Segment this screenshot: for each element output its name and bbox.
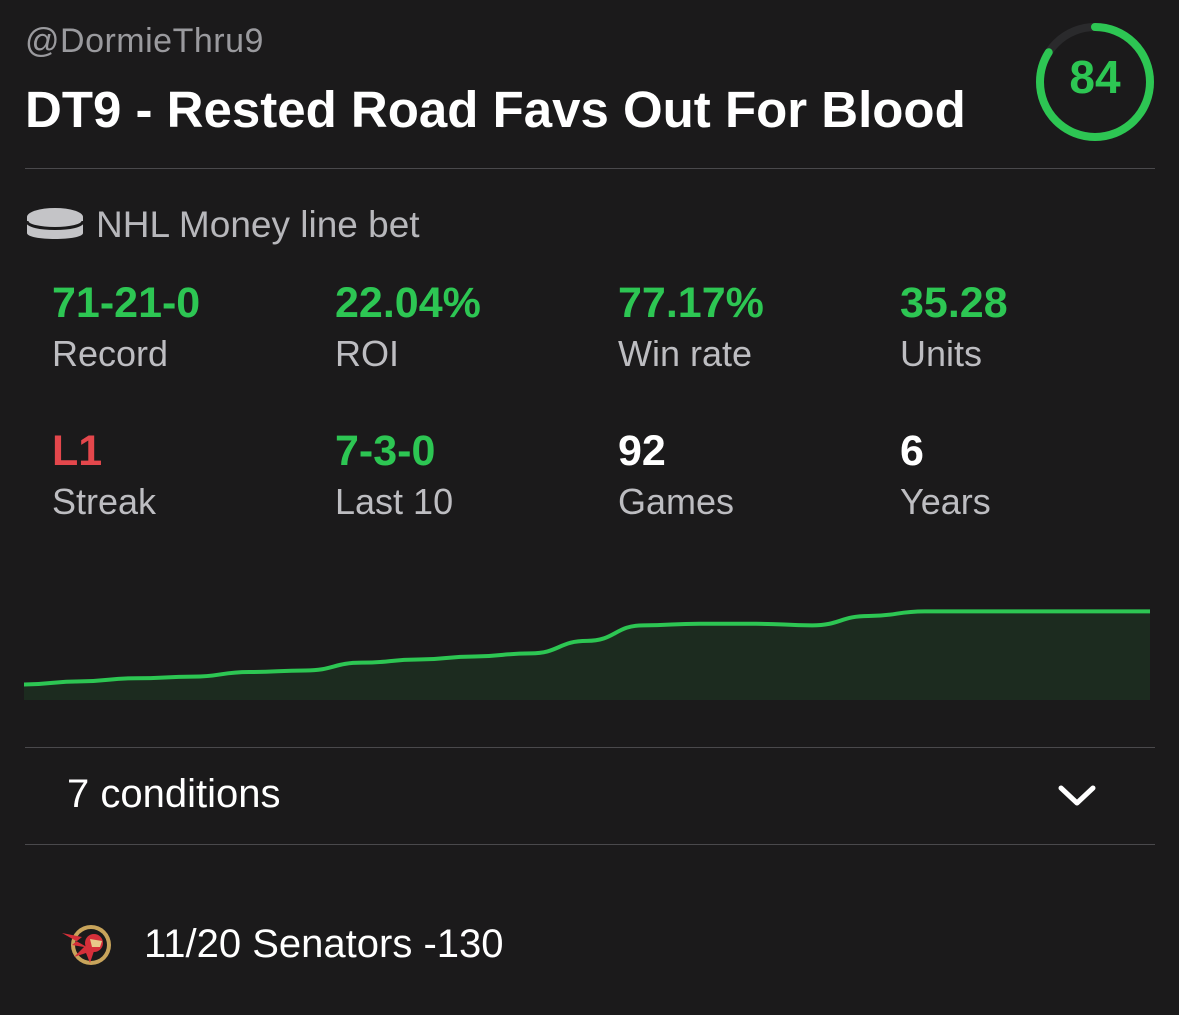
stat-years: 6 Years: [900, 426, 1160, 528]
conditions-label: 7 conditions: [67, 772, 281, 816]
stat-streak-value: L1: [52, 427, 103, 475]
stat-games: 92 Games: [618, 426, 878, 528]
stat-games-value: 92: [618, 427, 666, 475]
stat-roi: 22.04% ROI: [335, 278, 595, 380]
stat-win-rate-label: Win rate: [618, 333, 753, 374]
stat-roi-label: ROI: [335, 333, 400, 374]
score-progress-arc: [1036, 23, 1154, 141]
score-ring-graphic: [1036, 23, 1154, 141]
conditions-divider: [25, 844, 1155, 845]
stat-record-label: Record: [52, 333, 169, 374]
stat-record-value: 71-21-0: [52, 279, 201, 327]
chart-series-line: [24, 609, 1150, 687]
stat-last-10-label: Last 10: [335, 481, 454, 522]
stat-last-10-value: 7-3-0: [335, 427, 436, 475]
stat-games-label: Games: [618, 481, 735, 522]
stat-streak: L1 Streak: [52, 426, 312, 528]
stat-win-rate-value: 77.17%: [618, 279, 764, 327]
stat-units: 35.28 Units: [900, 278, 1160, 380]
bet-type: NHL Money line bet: [24, 200, 420, 250]
author-handle[interactable]: @DormieThru9: [25, 22, 264, 60]
chart-divider: [25, 747, 1155, 748]
stat-win-rate: 77.17% Win rate: [618, 278, 878, 380]
stat-roi-value: 22.04%: [335, 279, 481, 327]
conditions-toggle[interactable]: 7 conditions: [25, 748, 1155, 844]
stat-streak-label: Streak: [52, 481, 157, 522]
stat-record: 71-21-0 Record: [52, 278, 312, 380]
system-title: DT9 - Rested Road Favs Out For Blood: [25, 81, 966, 138]
chevron-down-icon[interactable]: [1055, 780, 1099, 810]
stat-units-label: Units: [900, 333, 983, 374]
score-ring: 84: [1033, 20, 1157, 144]
performance-chart: [24, 609, 1150, 700]
pick-text: 11/20 Senators -130: [144, 921, 504, 966]
bet-type-label: NHL Money line bet: [96, 204, 420, 245]
stat-years-label: Years: [900, 481, 991, 522]
stat-years-value: 6: [900, 427, 924, 475]
chart-area-fill: [24, 611, 1150, 700]
pick-row[interactable]: 11/20 Senators -130: [60, 914, 504, 974]
header-divider: [25, 168, 1155, 169]
stat-units-value: 35.28: [900, 279, 1008, 327]
senators-logo: [62, 925, 111, 965]
score-value: 84: [1069, 51, 1121, 103]
stat-last-10: 7-3-0 Last 10: [335, 426, 595, 528]
hockey-puck-icon: [25, 208, 85, 239]
